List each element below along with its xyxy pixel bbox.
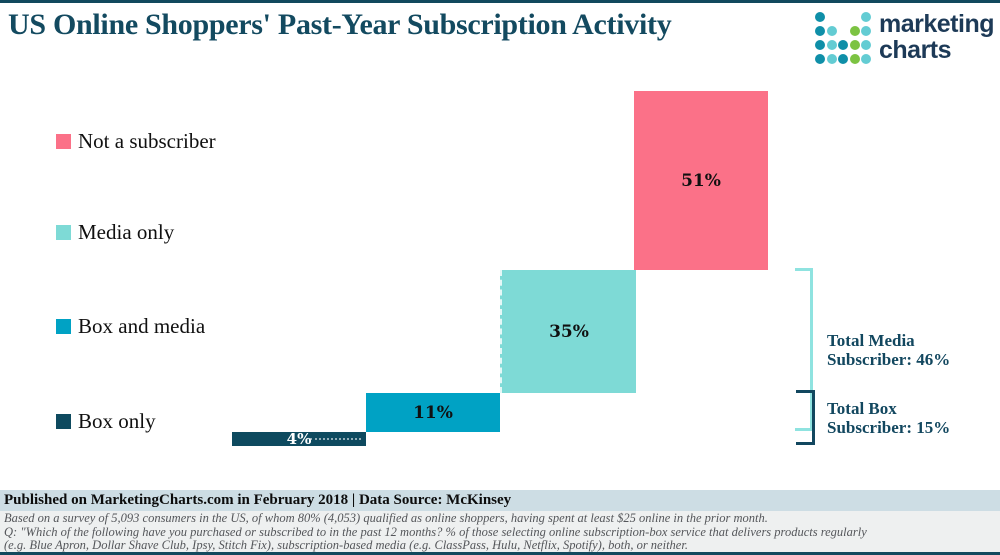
dotted-leader [309, 438, 361, 440]
legend-item-media-only: Media only [56, 219, 175, 244]
legend-item-not-a-subscriber: Not a subscriber [56, 128, 216, 153]
footnote-line: Based on a survey of 5,093 consumers in … [4, 511, 768, 525]
bar-value-label: 4% [286, 430, 312, 448]
legend-swatch-light-teal [56, 224, 71, 240]
total-box-label: Total Box Subscriber: 15% [827, 399, 951, 437]
total-media-bracket [795, 268, 813, 431]
page-title: US Online Shoppers' Past-Year Subscripti… [8, 8, 672, 41]
legend-label: Media only [78, 219, 175, 244]
bar-box-only: 4% [232, 430, 366, 448]
logo-dot-grid-icon [815, 10, 873, 66]
legend-swatch-pink [56, 133, 71, 149]
bar-box-and-media: 11% [366, 393, 500, 432]
bar-value-label: 11% [413, 402, 453, 423]
legend-label: Box and media [78, 313, 206, 338]
legend-swatch-cyan [56, 318, 71, 334]
logo-wordmark: marketing charts [879, 11, 994, 63]
legend-item-box-only: Box only [56, 408, 156, 433]
footer-published-bar: Published on MarketingCharts.com in Febr… [0, 490, 1000, 511]
top-border [0, 0, 1000, 3]
bar-media-only: 35% [500, 270, 636, 393]
footnote-line: (e.g. Blue Apron, Dollar Shave Club, Ips… [4, 538, 688, 552]
legend-label: Box only [78, 408, 156, 433]
marketingcharts-logo: marketing charts [815, 8, 995, 70]
legend-item-box-and-media: Box and media [56, 313, 206, 338]
legend-label: Not a subscriber [78, 128, 216, 153]
logo-word-charts: charts [879, 36, 952, 64]
legend-swatch-dark-teal [56, 413, 71, 429]
bottom-border [0, 552, 1000, 555]
bar-not-a-subscriber: 51% [634, 91, 768, 270]
footer-notes: Based on a survey of 5,093 consumers in … [0, 511, 1000, 552]
bar-value-label: 35% [549, 321, 589, 342]
footnote-line: Q: "Which of the following have you purc… [4, 524, 867, 539]
bar-value-label: 51% [681, 170, 721, 191]
total-media-label: Total Media Subscriber: 46% [827, 331, 951, 369]
logo-word-marketing: marketing [879, 10, 994, 38]
total-box-bracket [796, 390, 815, 445]
